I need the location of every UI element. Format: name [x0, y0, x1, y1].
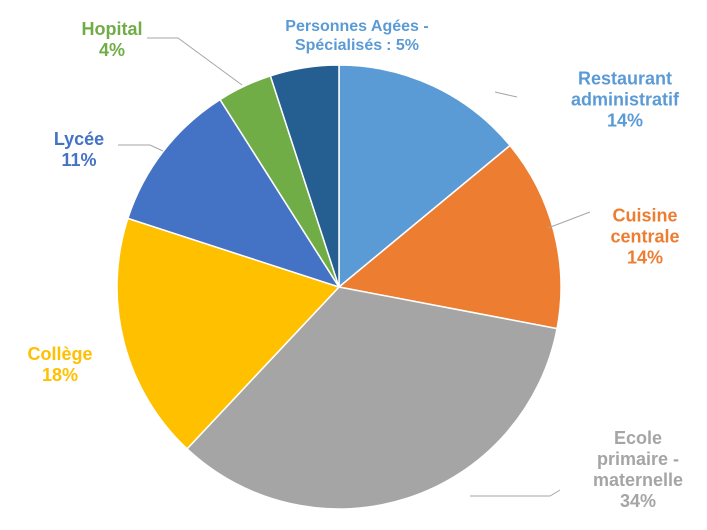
leader-line [470, 489, 561, 497]
leader-line [147, 37, 243, 86]
data-label: Personnes Agées - Spécialisés: 5% [265, 17, 450, 55]
value-label: 18% [41, 365, 79, 385]
value-label: 11% [61, 150, 97, 170]
value-label: 14% [606, 110, 644, 131]
data-label: Lycée 11% [39, 129, 119, 171]
leader-line [494, 91, 518, 98]
category-label: Hopital [81, 19, 143, 39]
category-label: Collège [27, 344, 93, 364]
data-label: Ecole primaire - maternelle 34% [586, 428, 691, 512]
data-label: Collège 18% [10, 344, 110, 386]
value-label: : 5% [386, 37, 420, 54]
pie-slice [126, 98, 341, 289]
category-label: Restaurant administratif [570, 68, 680, 110]
pie-slice [338, 64, 512, 289]
category-label: Cuisine centrale [610, 205, 680, 247]
value-label: 14% [626, 247, 664, 268]
data-label: Hopital 4% [72, 19, 152, 61]
value-label: 4% [98, 40, 125, 60]
pie-slice [337, 144, 562, 330]
category-label: Ecole primaire - maternelle [592, 428, 684, 490]
category-label: Lycée [53, 129, 105, 149]
data-label: Restaurant administratif 14% [555, 69, 695, 132]
pie-slice [185, 286, 558, 510]
data-label: Cuisine centrale 14% [600, 206, 690, 269]
pie-slice [269, 64, 340, 288]
value-label: 34% [619, 491, 657, 511]
leader-line [118, 144, 164, 152]
category-label: Personnes Agées - Spécialisés [285, 18, 429, 54]
leader-line [547, 211, 591, 229]
pie-slice [116, 217, 341, 450]
